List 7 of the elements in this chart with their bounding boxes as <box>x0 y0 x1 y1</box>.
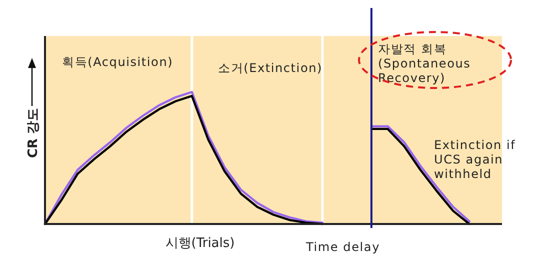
x-axis-title: 시행(Trials) <box>165 236 235 251</box>
text: Time delay <box>305 240 380 254</box>
text: 소거(Extinction) <box>218 61 322 75</box>
annotation: Extinction if UCS again withheld <box>434 138 516 181</box>
text: 자발적 회복 (Spontaneous Recovery) <box>378 42 471 85</box>
text: 획득(Acquisition) <box>62 55 174 69</box>
y-axis-title: CR 강도 <box>26 108 41 158</box>
